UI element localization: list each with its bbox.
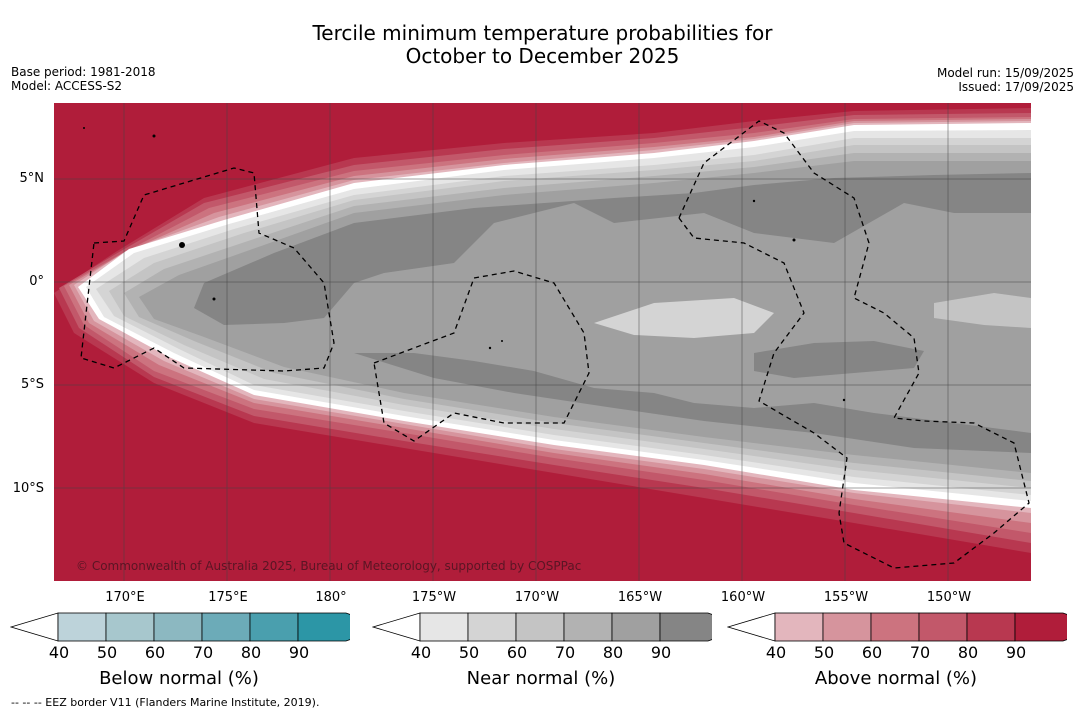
cbar-below-tick: 60 <box>144 643 166 662</box>
map-title: Tercile minimum temperature probabilitie… <box>0 22 1085 68</box>
near-band-90-south <box>354 353 1031 453</box>
colorbar-near-swatch <box>515 612 565 642</box>
eez-borders <box>80 120 1030 569</box>
lon-label-165w: 165°W <box>617 590 663 605</box>
base-period: Base period: 1981-2018 <box>11 65 156 79</box>
title-line-1: Tercile minimum temperature probabilitie… <box>312 21 773 45</box>
eez-footnote: -- -- -- EEZ border V11 (Flanders Marine… <box>11 696 320 709</box>
lon-label-170w: 170°W <box>514 590 560 605</box>
meta-left: Base period: 1981-2018 Model: ACCESS-S2 <box>11 65 156 93</box>
colorbar-above-swatch <box>966 612 1016 642</box>
eez-border-west <box>80 167 335 372</box>
lat-label-10s: 10°S <box>12 481 44 496</box>
colorbar-near-swatch <box>419 612 469 642</box>
cbar-near-tick: 40 <box>410 643 432 662</box>
lon-label-150w: 150°W <box>926 590 972 605</box>
cbar-above-tick: 80 <box>957 643 979 662</box>
colorbar-above-swatch <box>774 612 824 642</box>
lat-label-5n: 5°N <box>19 171 45 186</box>
cbar-near-tick: 80 <box>602 643 624 662</box>
colorbar-near <box>372 612 712 642</box>
colorbar-above-swatch <box>822 612 872 642</box>
colorbar-below-swatch <box>249 612 299 642</box>
colorbar-above-swatch <box>1014 612 1067 642</box>
colorbar-above-swatch <box>918 612 968 642</box>
colorbar-above-title: Above normal (%) <box>814 668 978 689</box>
cbar-below-tick: 40 <box>48 643 70 662</box>
colorbar-near-title: Near normal (%) <box>466 668 616 689</box>
cbar-near-tick: 70 <box>554 643 576 662</box>
title-line-2: October to December 2025 <box>405 44 680 68</box>
colorbar-near-swatch <box>467 612 517 642</box>
colorbar-below-swatch <box>57 612 107 642</box>
near-band-90-main <box>194 173 1031 325</box>
lat-label-0: 0° <box>29 274 44 289</box>
colorbar-below <box>10 612 350 642</box>
colorbar-above-swatches <box>727 612 1067 642</box>
colorbar-near-swatch <box>611 612 661 642</box>
colorbar-above <box>727 612 1067 642</box>
eez-border-north <box>678 120 1030 569</box>
cbar-below-tick: 70 <box>192 643 214 662</box>
copyright-watermark: © Commonwealth of Australia 2025, Bureau… <box>76 559 581 573</box>
colorbar-near-swatch <box>659 612 712 642</box>
lon-label-160w: 160°W <box>720 590 766 605</box>
colorbar-near-extend-low <box>372 612 421 642</box>
near-band-90-mid <box>754 341 924 378</box>
cbar-below-tick: 90 <box>288 643 310 662</box>
colorbar-below-title: Below normal (%) <box>99 668 259 689</box>
cbar-above-tick: 70 <box>909 643 931 662</box>
colorbar-above-swatch <box>870 612 920 642</box>
cbar-above-tick: 50 <box>813 643 835 662</box>
cbar-above-tick: 90 <box>1005 643 1027 662</box>
colorbar-below-swatch <box>201 612 251 642</box>
colorbar-below-extend-low <box>10 612 59 642</box>
lon-label-175w: 175°W <box>411 590 457 605</box>
cbar-above-tick: 40 <box>765 643 787 662</box>
islands <box>83 127 846 402</box>
model-run: Model run: 15/09/2025 <box>936 66 1074 80</box>
lon-label-175e: 175°E <box>208 590 248 605</box>
cbar-below-tick: 50 <box>96 643 118 662</box>
colorbar-below-swatches <box>10 612 350 642</box>
graticule <box>54 103 1031 581</box>
lon-label-170e: 170°E <box>105 590 145 605</box>
lon-label-155w: 155°W <box>823 590 869 605</box>
lat-label-5s: 5°S <box>20 377 44 392</box>
meta-right: Model run: 15/09/2025 Issued: 17/09/2025 <box>937 66 1074 94</box>
issued-date: Issued: 17/09/2025 <box>958 80 1074 94</box>
lon-label-180: 180° <box>315 590 347 605</box>
colorbar-below-swatch <box>153 612 203 642</box>
probability-map: © Commonwealth of Australia 2025, Bureau… <box>54 103 1031 581</box>
eez-border-mid <box>678 217 848 514</box>
cbar-below-tick: 80 <box>240 643 262 662</box>
model-name: Model: ACCESS-S2 <box>11 79 123 93</box>
cbar-near-tick: 50 <box>458 643 480 662</box>
eez-border-central <box>373 270 590 442</box>
cbar-near-tick: 90 <box>650 643 672 662</box>
colorbar-below-swatch <box>105 612 155 642</box>
cbar-above-tick: 60 <box>861 643 883 662</box>
cbar-near-tick: 60 <box>506 643 528 662</box>
colorbar-near-swatches <box>372 612 712 642</box>
colorbar-near-swatch <box>563 612 613 642</box>
near-band-40-patch-east <box>934 293 1031 328</box>
colorbar-below-swatch <box>297 612 350 642</box>
colorbar-above-extend-low <box>727 612 776 642</box>
